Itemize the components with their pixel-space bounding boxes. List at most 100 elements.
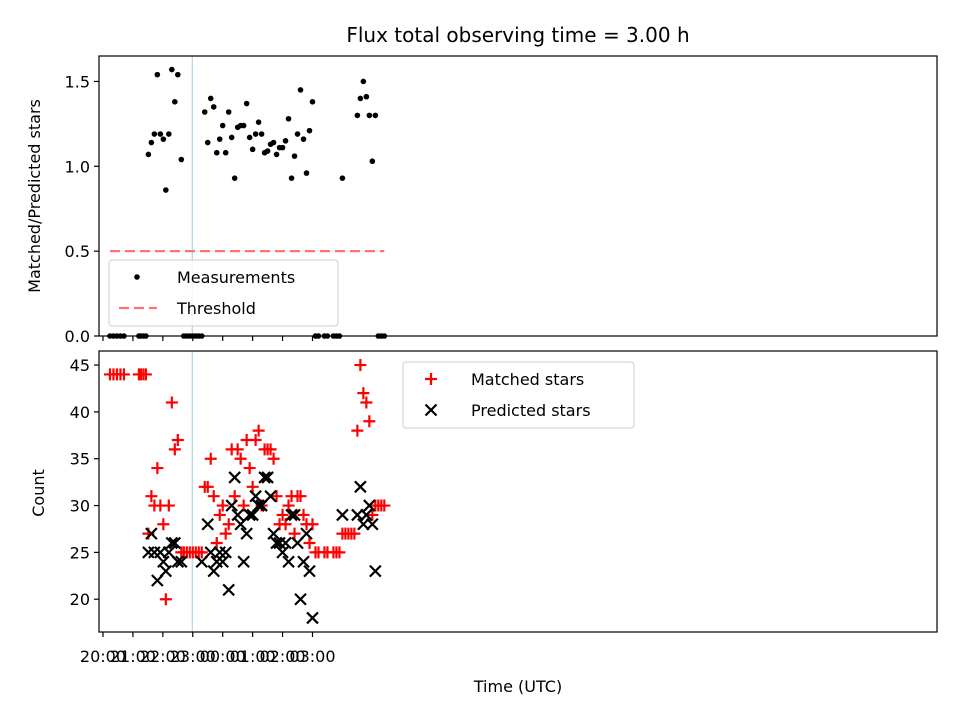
data-point (157, 518, 170, 531)
data-point (207, 564, 221, 578)
data-point (216, 555, 229, 569)
legend-box (402, 361, 635, 429)
data-point (195, 546, 208, 559)
data-point (243, 100, 250, 107)
data-point (282, 555, 295, 569)
data-point (249, 146, 256, 153)
data-point (240, 122, 247, 129)
data-point (219, 527, 232, 540)
data-point (360, 78, 367, 85)
data-point (201, 518, 215, 531)
data-point (243, 508, 256, 522)
data-point (145, 527, 158, 540)
data-point (288, 508, 301, 522)
data-point (363, 499, 376, 512)
data-point (282, 138, 289, 144)
data-point (285, 508, 298, 522)
data-point (234, 518, 247, 531)
data-point (255, 499, 268, 512)
data-point (237, 499, 250, 512)
legend-label: Measurements (177, 268, 295, 287)
data-point (273, 151, 280, 158)
data-point (354, 112, 361, 119)
data-point (291, 536, 304, 550)
data-point (351, 424, 364, 437)
data-point (159, 593, 172, 606)
data-point (363, 93, 370, 100)
data-point (240, 527, 253, 540)
data-point (178, 156, 185, 163)
data-point (151, 131, 158, 137)
y-tick-label: 45 (70, 356, 90, 375)
data-point (303, 170, 310, 176)
data-point (169, 66, 175, 73)
data-point (228, 134, 235, 141)
data-point (195, 555, 209, 569)
x-axis-label: Time (UTC) (473, 677, 562, 696)
y-tick-label: 35 (70, 450, 90, 469)
data-point (366, 518, 379, 531)
data-point (231, 508, 244, 522)
data-point (171, 433, 184, 446)
data-point (354, 480, 367, 494)
data-point (246, 480, 259, 493)
data-point (234, 452, 247, 465)
data-point (309, 99, 316, 105)
legend-swatch (424, 403, 438, 417)
data-point (216, 499, 229, 512)
data-point (264, 443, 277, 456)
data-point (270, 139, 277, 146)
data-point (372, 112, 379, 119)
data-point (297, 508, 310, 521)
y-tick-label: 20 (70, 590, 90, 609)
data-point (213, 149, 220, 156)
data-point (306, 127, 313, 134)
data-point (294, 490, 307, 503)
data-point (165, 396, 178, 409)
data-point (339, 175, 346, 181)
data-point (175, 71, 181, 78)
upper-panel: 0.0 0.5 1.0 1.5 Measurements Threshold (65, 55, 938, 346)
legend-swatch (425, 373, 437, 385)
data-point (297, 87, 304, 93)
data-point (142, 546, 155, 559)
data-point (366, 508, 379, 521)
y-tick-label: 1.0 (65, 157, 90, 176)
data-point (348, 527, 361, 540)
data-point (276, 508, 289, 521)
data-point (246, 508, 259, 522)
data-point (213, 546, 226, 559)
data-point (175, 555, 188, 569)
data-point (264, 489, 277, 503)
data-point (366, 112, 373, 119)
data-point (201, 480, 214, 493)
data-point (264, 148, 271, 154)
data-point (369, 158, 376, 165)
data-point (204, 546, 218, 559)
legend-label: Matched stars (471, 370, 584, 389)
data-point (225, 109, 232, 115)
data-point (160, 136, 167, 142)
data-point (297, 555, 310, 569)
data-point (300, 527, 313, 540)
series-predicted-stars (142, 471, 382, 625)
data-point (222, 518, 235, 531)
y-axis-label-top: Matched/Predicted stars (25, 99, 44, 293)
data-point (258, 131, 265, 137)
data-point (168, 536, 182, 550)
data-point (357, 518, 370, 531)
data-point (351, 508, 364, 522)
data-point (288, 175, 295, 181)
data-point (201, 109, 208, 115)
data-point (270, 490, 283, 503)
data-point (151, 462, 164, 475)
x-tick-label: 21:00 (110, 647, 156, 666)
data-point (252, 499, 265, 512)
data-point (237, 555, 250, 569)
data-point (282, 499, 295, 512)
data-point (363, 415, 376, 428)
data-point (357, 387, 370, 400)
data-point (165, 536, 179, 550)
data-point (222, 583, 235, 597)
